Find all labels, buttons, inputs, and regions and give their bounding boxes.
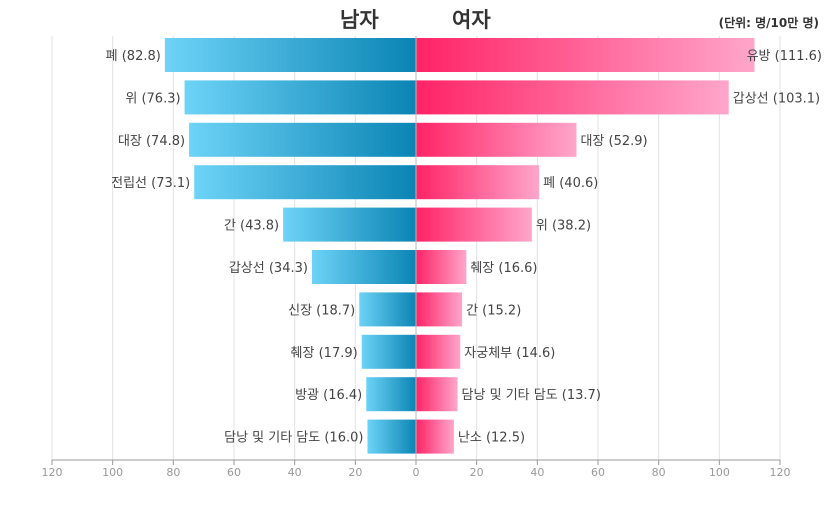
tick-label: 80 <box>166 466 180 479</box>
title-male: 남자 <box>340 8 379 32</box>
bar-female <box>416 419 454 454</box>
bar-label-female: 대장 (52.9) <box>580 134 647 149</box>
tick-label: 80 <box>652 466 666 479</box>
bar-male <box>184 80 416 115</box>
tick-label: 40 <box>530 466 544 479</box>
bar-label-female: 폐 (40.6) <box>543 176 598 191</box>
bar-male <box>194 165 416 200</box>
tick-label: 60 <box>591 466 605 479</box>
bar-label-male: 신장 (18.7) <box>288 303 355 318</box>
bar-label-male: 췌장 (17.9) <box>291 346 358 361</box>
bar-male <box>283 207 416 242</box>
bar-female <box>416 292 463 327</box>
bar-label-female: 난소 (12.5) <box>458 431 525 446</box>
tick-label: 120 <box>42 466 63 479</box>
bar-label-male: 갑상선 (34.3) <box>229 261 308 276</box>
bar-male <box>189 122 416 157</box>
bar-label-female: 자궁체부 (14.6) <box>464 346 555 361</box>
tick-label: 120 <box>770 466 791 479</box>
bar-label-male: 폐 (82.8) <box>106 49 161 64</box>
bar-female <box>416 207 532 242</box>
bar-male <box>367 419 416 454</box>
bar-female <box>416 250 467 284</box>
bar-label-male: 간 (43.8) <box>224 219 279 234</box>
bar-female <box>416 165 540 200</box>
bar-female <box>416 377 458 412</box>
bar-label-male: 담낭 및 기타 담도 (16.0) <box>224 431 363 446</box>
bar-label-female: 유방 (111.6) <box>747 49 822 64</box>
title-female: 여자 <box>452 8 491 32</box>
tick-label: 20 <box>470 466 484 479</box>
bar-male <box>366 377 416 412</box>
bar-label-male: 방광 (16.4) <box>295 388 362 403</box>
bar-female <box>416 122 577 157</box>
bar-female <box>416 80 729 115</box>
bar-label-female: 위 (38.2) <box>536 219 591 234</box>
bar-label-male: 전립선 (73.1) <box>111 176 190 191</box>
tick-label: 100 <box>102 466 123 479</box>
unit-label: (단위: 명/10만 명) <box>718 16 819 30</box>
bar-label-female: 담낭 및 기타 담도 (13.7) <box>462 388 601 403</box>
tick-label: 0 <box>413 466 420 479</box>
bar-male <box>359 292 416 327</box>
tick-label: 20 <box>348 466 362 479</box>
bar-female <box>416 38 755 72</box>
bar-male <box>311 250 416 284</box>
tick-label: 100 <box>709 466 730 479</box>
tick-label: 60 <box>227 466 241 479</box>
bar-label-male: 위 (76.3) <box>125 91 180 106</box>
bar-label-female: 간 (15.2) <box>466 303 521 318</box>
bar-label-female: 갑상선 (103.1) <box>733 91 820 106</box>
bar-label-female: 췌장 (16.6) <box>470 261 537 276</box>
bar-label-male: 대장 (74.8) <box>118 134 185 149</box>
bar-female <box>416 334 461 369</box>
tick-label: 40 <box>288 466 302 479</box>
bar-male <box>361 334 416 369</box>
bar-male <box>164 38 416 72</box>
